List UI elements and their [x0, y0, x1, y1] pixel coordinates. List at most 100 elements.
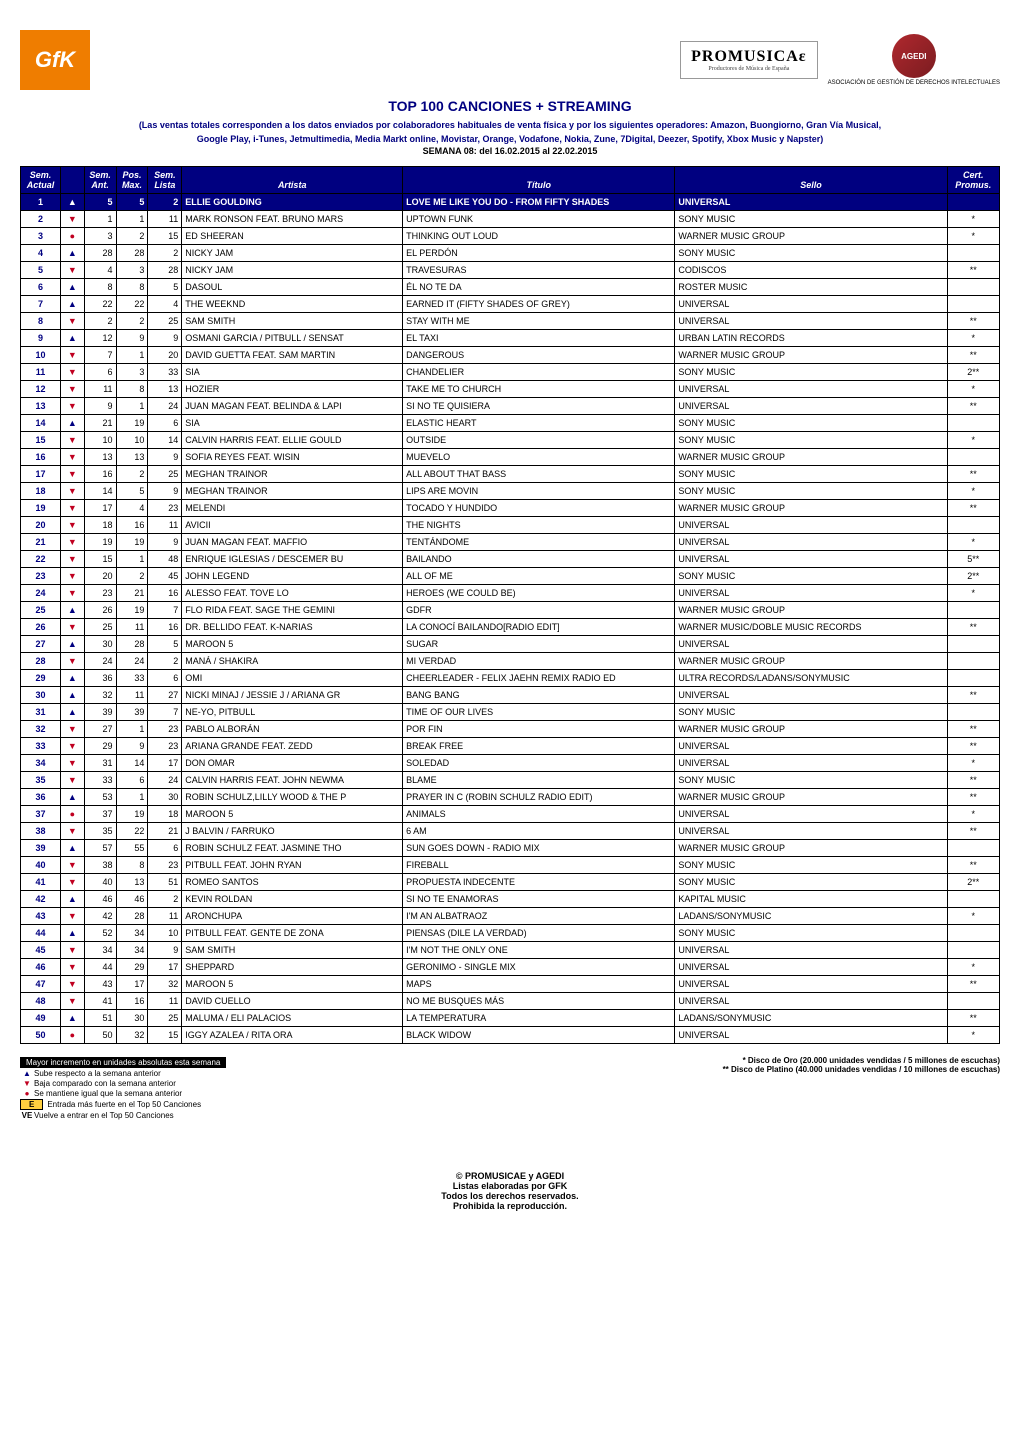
cell-trend: ▼ — [61, 449, 85, 466]
cell-trend: ▼ — [61, 313, 85, 330]
cell-pos: 29 — [21, 670, 61, 687]
cell-pos: 5 — [21, 262, 61, 279]
cell-trend: ▼ — [61, 908, 85, 925]
cell-label: SONY MUSIC — [675, 432, 947, 449]
cell-title: GDFR — [403, 602, 675, 619]
cell-trend: ▼ — [61, 211, 85, 228]
cell-label: UNIVERSAL — [675, 194, 947, 211]
cell-label: URBAN LATIN RECORDS — [675, 330, 947, 347]
cell-trend: ▼ — [61, 398, 85, 415]
cell-label: WARNER MUSIC GROUP — [675, 840, 947, 857]
cell-trend: ▼ — [61, 874, 85, 891]
cell-max: 19 — [116, 602, 148, 619]
promusicae-big: PROMUSICAε — [691, 48, 807, 66]
table-row: 1▲552ELLIE GOULDINGLOVE ME LIKE YOU DO -… — [21, 194, 1000, 211]
cell-trend: ▼ — [61, 823, 85, 840]
cell-lista: 5 — [148, 279, 182, 296]
cell-trend: ▲ — [61, 670, 85, 687]
table-row: 13▼9124JUAN MAGAN FEAT. BELINDA & LAPISI… — [21, 398, 1000, 415]
cell-trend: ▼ — [61, 534, 85, 551]
cell-cert: ** — [947, 1010, 999, 1027]
cell-title: TIME OF OUR LIVES — [403, 704, 675, 721]
cell-title: SI NO TE ENAMORAS — [403, 891, 675, 908]
table-row: 50●503215IGGY AZALEA / RITA ORABLACK WID… — [21, 1027, 1000, 1044]
th-artist: Artista — [182, 167, 403, 194]
cell-cert: ** — [947, 738, 999, 755]
table-row: 34▼311417DON OMARSOLEDADUNIVERSAL* — [21, 755, 1000, 772]
table-row: 22▼15148ENRIQUE IGLESIAS / DESCEMER BUBA… — [21, 551, 1000, 568]
cell-cert — [947, 245, 999, 262]
cell-artist: NICKI MINAJ / JESSIE J / ARIANA GR — [182, 687, 403, 704]
cell-ant: 2 — [84, 313, 116, 330]
table-row: 36▲53130ROBIN SCHULZ,LILLY WOOD & THE PP… — [21, 789, 1000, 806]
cell-ant: 36 — [84, 670, 116, 687]
cell-ant: 5 — [84, 194, 116, 211]
cell-label: UNIVERSAL — [675, 551, 947, 568]
cell-title: EL TAXI — [403, 330, 675, 347]
cell-title: SI NO TE QUISIERA — [403, 398, 675, 415]
legend-ve-label: VE — [20, 1111, 34, 1120]
cell-lista: 10 — [148, 925, 182, 942]
cell-ant: 46 — [84, 891, 116, 908]
cell-pos: 17 — [21, 466, 61, 483]
cell-title: OUTSIDE — [403, 432, 675, 449]
cell-lista: 23 — [148, 500, 182, 517]
cell-pos: 42 — [21, 891, 61, 908]
cell-pos: 37 — [21, 806, 61, 823]
cell-max: 1 — [116, 789, 148, 806]
table-row: 8▼2225SAM SMITHSTAY WITH MEUNIVERSAL** — [21, 313, 1000, 330]
cell-cert — [947, 993, 999, 1010]
cell-cert: ** — [947, 789, 999, 806]
cell-title: UPTOWN FUNK — [403, 211, 675, 228]
cell-trend: ● — [61, 1027, 85, 1044]
cell-label: SONY MUSIC — [675, 211, 947, 228]
cell-artist: DR. BELLIDO FEAT. K-NARIAS — [182, 619, 403, 636]
cell-pos: 33 — [21, 738, 61, 755]
cell-lista: 13 — [148, 381, 182, 398]
cell-lista: 25 — [148, 1010, 182, 1027]
cell-pos: 30 — [21, 687, 61, 704]
cell-artist: JUAN MAGAN FEAT. MAFFIO — [182, 534, 403, 551]
cell-cert — [947, 449, 999, 466]
cell-max: 11 — [116, 687, 148, 704]
cell-ant: 26 — [84, 602, 116, 619]
cell-trend: ▼ — [61, 857, 85, 874]
table-row: 18▼1459MEGHAN TRAINORLIPS ARE MOVINSONY … — [21, 483, 1000, 500]
cell-max: 19 — [116, 534, 148, 551]
cell-lista: 21 — [148, 823, 182, 840]
cell-pos: 39 — [21, 840, 61, 857]
cell-title: TOCADO Y HUNDIDO — [403, 500, 675, 517]
cell-trend: ▲ — [61, 602, 85, 619]
cell-artist: THE WEEKND — [182, 296, 403, 313]
cell-title: THINKING OUT LOUD — [403, 228, 675, 245]
cell-label: WARNER MUSIC GROUP — [675, 347, 947, 364]
cell-lista: 25 — [148, 466, 182, 483]
cell-title: EL PERDÓN — [403, 245, 675, 262]
table-row: 20▼181611AVICIITHE NIGHTSUNIVERSAL — [21, 517, 1000, 534]
cell-lista: 9 — [148, 483, 182, 500]
subtitle-line2: Google Play, i-Tunes, Jetmultimedia, Med… — [20, 134, 1000, 144]
cell-pos: 9 — [21, 330, 61, 347]
cell-label: UNIVERSAL — [675, 738, 947, 755]
cell-trend: ▼ — [61, 738, 85, 755]
cell-label: UNIVERSAL — [675, 823, 947, 840]
cell-artist: IGGY AZALEA / RITA ORA — [182, 1027, 403, 1044]
cell-lista: 11 — [148, 908, 182, 925]
cell-lista: 14 — [148, 432, 182, 449]
cell-artist: SHEPPARD — [182, 959, 403, 976]
cell-cert — [947, 925, 999, 942]
cell-cert: 2** — [947, 874, 999, 891]
cell-ant: 40 — [84, 874, 116, 891]
cell-ant: 23 — [84, 585, 116, 602]
cell-ant: 35 — [84, 823, 116, 840]
cell-ant: 9 — [84, 398, 116, 415]
cell-max: 2 — [116, 313, 148, 330]
cell-label: UNIVERSAL — [675, 976, 947, 993]
cell-trend: ▼ — [61, 432, 85, 449]
cell-trend: ▼ — [61, 993, 85, 1010]
cell-max: 2 — [116, 568, 148, 585]
cell-cert — [947, 704, 999, 721]
cell-ant: 11 — [84, 381, 116, 398]
cell-artist: OMI — [182, 670, 403, 687]
cell-pos: 47 — [21, 976, 61, 993]
